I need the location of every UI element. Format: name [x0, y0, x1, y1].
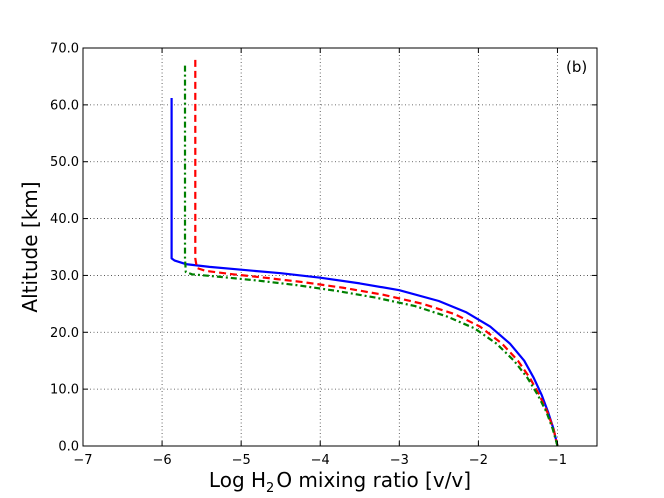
y-axis-title: Altitude [km]	[18, 181, 42, 312]
x-tick-label: −2	[469, 453, 488, 468]
y-tick-label: 50.0	[50, 155, 79, 170]
x-tick-label: −3	[390, 453, 409, 468]
x-axis-title-subscript: 2	[266, 481, 274, 496]
x-tick-label: −4	[311, 453, 330, 468]
x-tick-label: −6	[152, 453, 171, 468]
y-tick-label: 20.0	[50, 326, 79, 341]
x-tick-label: −7	[73, 453, 92, 468]
series-line-red-dashed	[194, 58, 559, 447]
panel-label: (b)	[566, 58, 587, 76]
x-axis-title-prefix: Log H	[209, 468, 266, 492]
x-tick-label: −1	[548, 453, 567, 468]
y-tick-label: 0.0	[58, 440, 79, 455]
x-axis-title-suffix: O mixing ratio [v/v]	[276, 468, 471, 492]
y-tick-label: 70.0	[50, 42, 79, 57]
x-tick-label: −5	[232, 453, 251, 468]
y-tick-label: 60.0	[50, 98, 79, 113]
y-tick-label: 40.0	[50, 212, 79, 227]
y-tick-label: 10.0	[50, 383, 79, 398]
y-tick-label: 30.0	[50, 269, 79, 284]
ticks: −7 −6 −5 −4 −3 −2 −1 0.0 10.0 20.0 30.0 40.0 50.0 60.…	[50, 42, 597, 468]
plot-frame	[82, 47, 598, 447]
series-line-blue-solid	[170, 98, 559, 447]
series-layer	[170, 58, 559, 447]
x-axis-title: Log H2 O mixing ratio [v/v]	[209, 468, 471, 496]
series-line-green-dashdot	[183, 63, 559, 447]
